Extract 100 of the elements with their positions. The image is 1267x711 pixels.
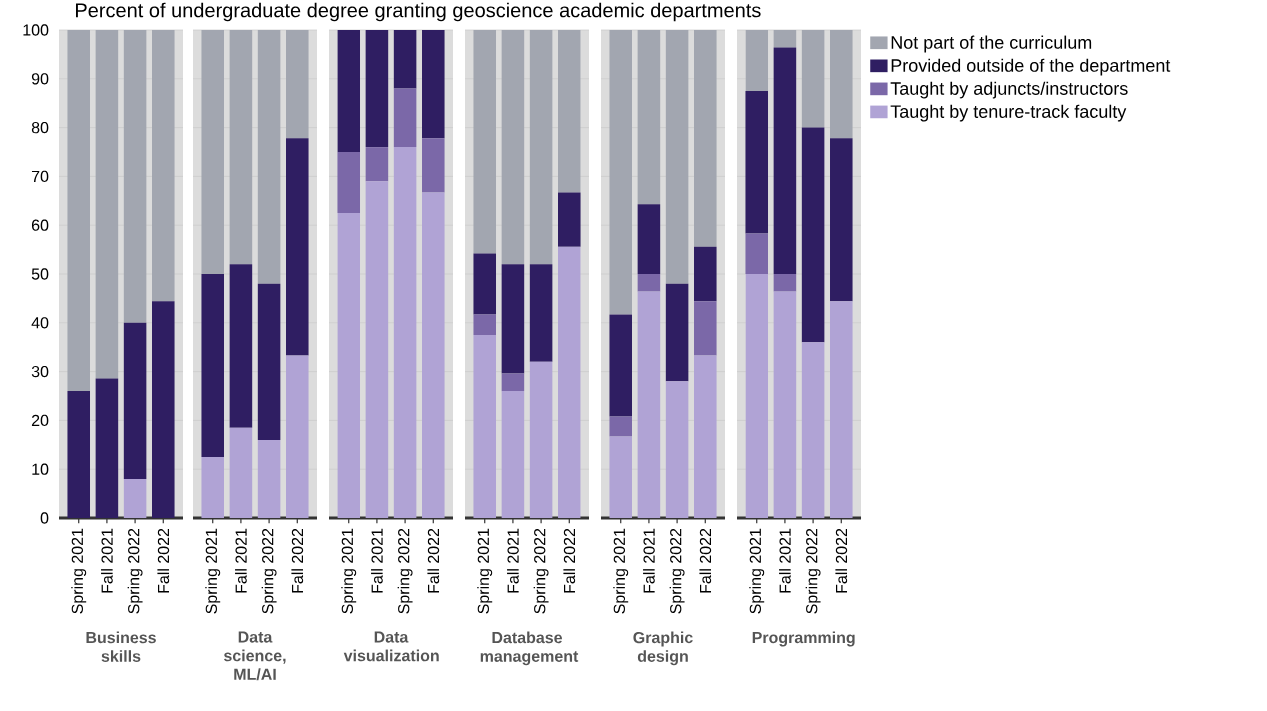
bar [473, 335, 497, 518]
x-tick-label: Spring 2022 [805, 528, 821, 614]
bar [637, 274, 661, 292]
x-tick-label: Spring 2022 [533, 528, 549, 614]
x-axis-title: Business skills [86, 631, 156, 662]
x-tick-label: Spring 2021 [613, 528, 629, 614]
bar [637, 291, 661, 518]
bar [558, 30, 581, 193]
x-tick-label: Spring 2022 [669, 528, 685, 614]
x-tick-label: Fall 2022 [563, 528, 576, 593]
bar [473, 30, 497, 254]
y-tick-label: 30 [31, 365, 49, 378]
bar [473, 314, 497, 335]
bar [745, 91, 769, 234]
x-axis-title: Data science, ML/AI [223, 631, 286, 681]
y-tick-label: 20 [31, 414, 49, 427]
bar [773, 274, 797, 292]
bar [201, 30, 225, 274]
bar [95, 30, 119, 379]
x-tick-label: Fall 2021 [235, 528, 247, 593]
x-tick-label: Fall 2022 [835, 528, 848, 593]
bar [337, 213, 361, 518]
y-tick-label: 0 [40, 512, 49, 524]
bar [229, 427, 253, 518]
bar [152, 301, 175, 518]
bar [773, 47, 797, 274]
bar [694, 246, 717, 302]
bar [501, 373, 525, 392]
legend-label: Provided outside of the department [891, 58, 1171, 76]
bar [773, 291, 797, 518]
bar [830, 30, 853, 139]
bar [229, 264, 253, 428]
bar [393, 88, 417, 148]
bar [257, 30, 281, 284]
text: Percent of undergraduate degree granting geoscience academic departments [76, 2, 761, 22]
bar [286, 138, 309, 356]
bar [257, 439, 281, 518]
bar [422, 138, 445, 193]
bar [665, 381, 689, 518]
x-tick-label: Fall 2021 [371, 528, 383, 593]
bar [286, 355, 309, 518]
x-tick-label: Spring 2022 [261, 528, 277, 614]
bar [745, 274, 769, 518]
bar [609, 314, 633, 417]
bar [422, 192, 445, 518]
x-tick-label: Fall 2021 [779, 528, 791, 593]
bar [609, 436, 633, 518]
x-tick-label: Fall 2022 [291, 528, 304, 593]
x-tick-label: Spring 2022 [397, 528, 413, 614]
bar [529, 264, 553, 362]
bar [365, 181, 389, 518]
bar [637, 204, 661, 274]
bar [745, 30, 769, 91]
x-tick-label: Fall 2022 [427, 528, 440, 593]
bar [67, 30, 91, 392]
bar [393, 30, 417, 89]
x-tick-label: Fall 2021 [101, 528, 113, 593]
x-tick-label: Spring 2021 [205, 528, 221, 614]
x-axis-title: Graphic design [633, 631, 693, 666]
bar [393, 147, 417, 518]
bar [609, 30, 633, 315]
bar [558, 192, 581, 247]
y-tick-label: 40 [31, 317, 49, 329]
bar [123, 30, 147, 323]
bar [201, 457, 225, 518]
y-tick-label: 80 [31, 121, 49, 134]
bar [123, 322, 147, 479]
x-tick-label: Fall 2022 [699, 528, 712, 593]
x-tick-label: Spring 2021 [477, 528, 493, 614]
bar [473, 253, 497, 315]
y-tick-label: 50 [31, 268, 49, 280]
bar [665, 283, 689, 382]
bar [801, 342, 825, 518]
x-tick-label: Spring 2021 [341, 528, 357, 614]
x-axis-title: Data visualization [343, 631, 439, 662]
bar [67, 391, 91, 518]
x-tick-label: Spring 2021 [749, 528, 765, 614]
x-axis-title: Database management [480, 631, 579, 666]
x-tick-label: Spring 2022 [127, 528, 143, 614]
x-tick-label: Fall 2022 [157, 528, 170, 593]
y-tick-label: 70 [31, 170, 49, 183]
bar [745, 233, 769, 274]
bar [123, 478, 147, 518]
legend-label: Taught by tenure-track faculty [890, 104, 1127, 122]
bar [801, 127, 825, 343]
bar [694, 301, 717, 356]
y-tick-label: 10 [32, 463, 49, 475]
bar [501, 264, 525, 374]
bar [501, 391, 525, 518]
bar [665, 30, 689, 284]
bar [337, 152, 361, 213]
bar [365, 147, 389, 182]
bar [801, 30, 825, 128]
bar [694, 30, 717, 247]
bar [152, 30, 175, 302]
legend-label: Not part of the curriculum [891, 35, 1092, 53]
bar [286, 30, 309, 139]
x-axis-title: Programming [752, 631, 855, 647]
bar [422, 30, 445, 139]
bar [529, 30, 553, 265]
